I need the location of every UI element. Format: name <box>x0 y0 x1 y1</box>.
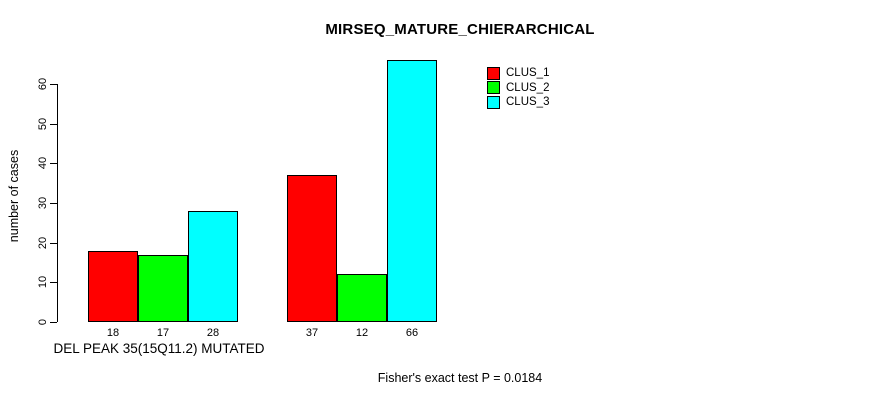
legend-label: CLUS_1 <box>506 67 550 80</box>
chart-title: MIRSEQ_MATURE_CHIERARCHICAL <box>325 21 595 38</box>
legend-label: CLUS_2 <box>506 81 550 94</box>
y-axis-line <box>57 83 58 322</box>
legend-swatch <box>487 81 500 95</box>
y-tick <box>50 202 57 204</box>
bar-value-label: 66 <box>405 327 419 339</box>
bar <box>337 274 387 322</box>
y-tick-label: 10 <box>37 276 49 289</box>
legend: CLUS_1 CLUS_2 CLUS_3 <box>487 66 549 110</box>
bar <box>138 254 188 322</box>
y-tick <box>50 123 57 125</box>
y-tick <box>50 163 57 165</box>
y-tick <box>50 322 57 323</box>
bar-value-label: 17 <box>156 327 170 339</box>
bar-value-label: 28 <box>206 327 220 339</box>
bar <box>287 175 337 322</box>
bar <box>88 250 138 322</box>
y-tick <box>50 242 57 244</box>
y-tick <box>50 282 57 284</box>
legend-entry: CLUS_2 <box>487 81 549 96</box>
legend-entry: CLUS_1 <box>487 66 549 81</box>
bar-value-label: 12 <box>355 327 369 339</box>
legend-entry: CLUS_3 <box>487 95 549 110</box>
y-tick <box>50 83 57 85</box>
fisher-test-footnote: Fisher's exact test P = 0.0184 <box>377 371 543 385</box>
y-tick-label: 60 <box>37 77 49 90</box>
bar-value-label: 37 <box>305 327 319 339</box>
bar <box>188 210 238 322</box>
legend-label: CLUS_3 <box>506 96 550 109</box>
bar <box>387 60 437 322</box>
y-tick-label: 40 <box>37 157 49 170</box>
legend-swatch <box>487 66 500 80</box>
y-tick-label: 30 <box>37 196 49 210</box>
y-tick-label: 20 <box>37 236 49 249</box>
legend-swatch <box>487 95 500 109</box>
bar-value-label: 18 <box>106 327 120 339</box>
y-tick-label: 0 <box>37 318 49 326</box>
x-axis-label: DEL PEAK 35(15Q11.2) MUTATED <box>53 341 265 356</box>
y-axis-label: number of cases <box>7 149 21 243</box>
y-tick-label: 50 <box>37 117 49 130</box>
